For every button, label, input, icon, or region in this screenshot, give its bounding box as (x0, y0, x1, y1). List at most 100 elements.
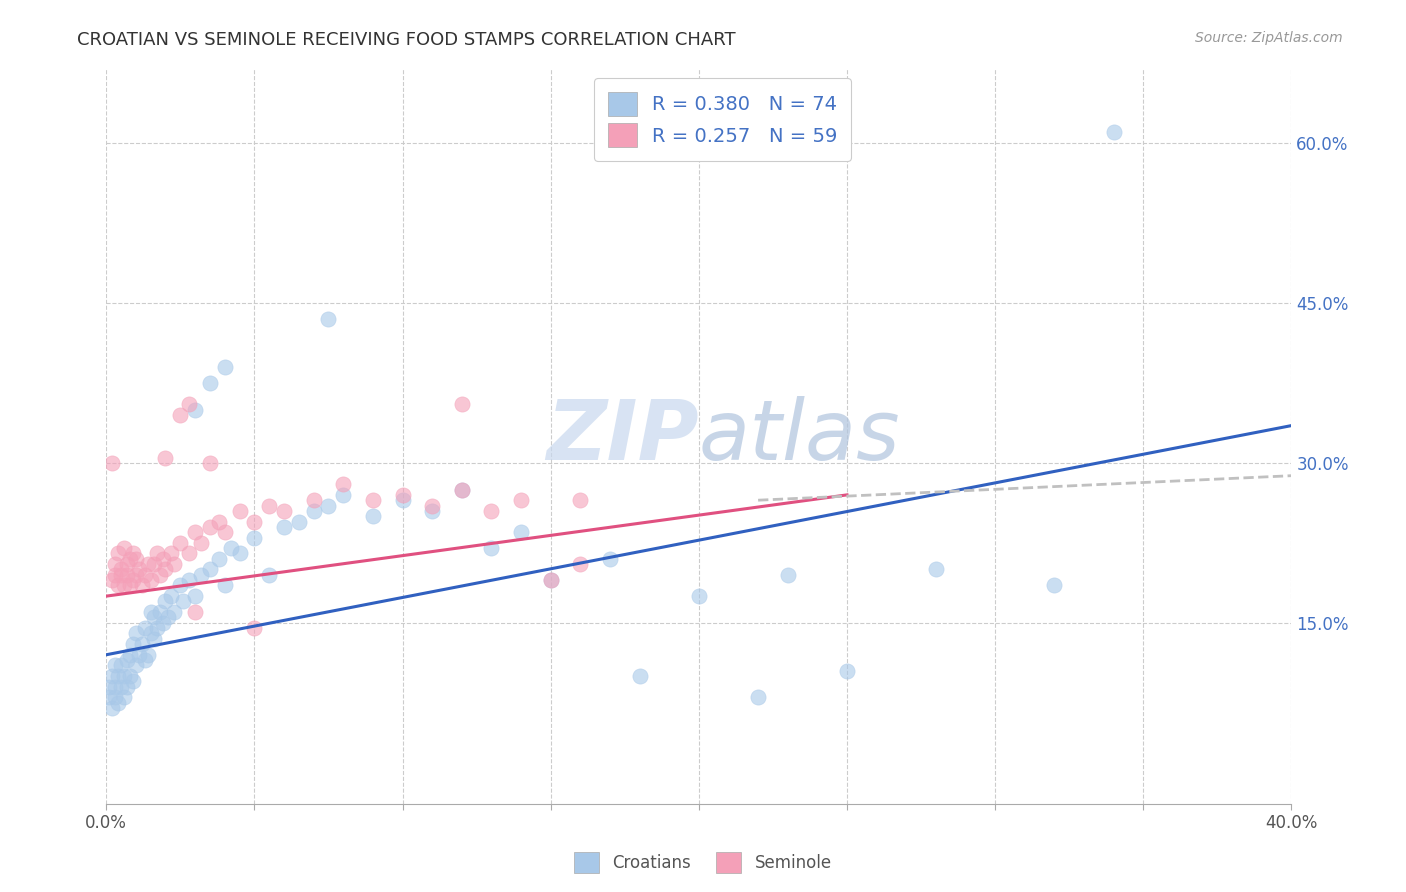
Point (101, 669, 124, 683)
Point (198, 376, 221, 390)
Point (179, 397, 201, 411)
Point (131, 637, 153, 651)
Point (184, 605, 207, 619)
Point (139, 605, 162, 619)
Point (145, 621, 167, 635)
Point (273, 504, 295, 518)
Point (107, 578, 129, 592)
Point (688, 589, 710, 603)
Point (115, 567, 138, 582)
Point (118, 578, 141, 592)
Point (131, 578, 153, 592)
Point (420, 499, 443, 513)
Point (160, 547, 183, 561)
Point (184, 589, 207, 603)
Point (98, 690, 121, 705)
Point (172, 594, 194, 608)
Point (115, 653, 138, 667)
Point (198, 520, 221, 534)
Point (208, 515, 231, 529)
Text: ZIP: ZIP (546, 396, 699, 476)
Point (302, 504, 325, 518)
Point (1043, 578, 1066, 592)
Point (925, 562, 948, 576)
Point (122, 573, 145, 587)
Point (243, 515, 266, 529)
Point (155, 450, 177, 465)
Point (163, 557, 186, 571)
Point (540, 573, 562, 587)
Point (107, 696, 129, 710)
Point (190, 536, 212, 550)
Point (110, 567, 132, 582)
Point (101, 701, 124, 715)
Point (184, 402, 207, 417)
Point (540, 573, 562, 587)
Point (214, 359, 236, 374)
Point (139, 626, 162, 640)
Point (122, 547, 145, 561)
Point (243, 531, 266, 545)
Point (118, 648, 141, 662)
Point (179, 573, 201, 587)
Point (139, 573, 162, 587)
Point (169, 536, 191, 550)
Legend: R = 0.380   N = 74, R = 0.257   N = 59: R = 0.380 N = 74, R = 0.257 N = 59 (593, 78, 851, 161)
Point (110, 658, 132, 673)
Point (118, 669, 141, 683)
Point (169, 408, 191, 422)
Point (152, 615, 174, 630)
Text: atlas: atlas (699, 396, 900, 476)
Point (155, 562, 177, 576)
Point (318, 312, 340, 326)
Point (219, 541, 242, 556)
Point (112, 578, 135, 592)
Point (163, 605, 186, 619)
Point (450, 483, 472, 497)
Point (214, 525, 236, 540)
Point (288, 515, 311, 529)
Point (391, 488, 413, 502)
Point (107, 669, 129, 683)
Point (420, 504, 443, 518)
Point (112, 690, 135, 705)
Point (361, 493, 384, 508)
Point (155, 594, 177, 608)
Point (101, 573, 124, 587)
Point (128, 562, 150, 576)
Point (302, 493, 325, 508)
Point (243, 621, 266, 635)
Point (214, 578, 236, 592)
Point (125, 658, 148, 673)
Point (569, 493, 592, 508)
Point (332, 488, 354, 502)
Point (510, 493, 533, 508)
Point (136, 648, 159, 662)
Point (332, 477, 354, 491)
Point (747, 690, 769, 705)
Point (148, 567, 170, 582)
Point (569, 557, 592, 571)
Point (98, 680, 121, 694)
Text: Source: ZipAtlas.com: Source: ZipAtlas.com (1195, 31, 1343, 45)
Point (184, 525, 207, 540)
Point (104, 658, 127, 673)
Point (101, 456, 124, 470)
Point (776, 567, 799, 582)
Point (169, 578, 191, 592)
Point (104, 680, 127, 694)
Point (145, 547, 167, 561)
Point (228, 547, 250, 561)
Point (104, 557, 127, 571)
Point (152, 551, 174, 566)
Point (110, 680, 132, 694)
Point (318, 499, 340, 513)
Point (104, 567, 127, 582)
Point (128, 648, 150, 662)
Point (134, 621, 156, 635)
Point (361, 509, 384, 524)
Point (115, 557, 138, 571)
Point (110, 562, 132, 576)
Point (160, 589, 183, 603)
Point (835, 664, 858, 678)
